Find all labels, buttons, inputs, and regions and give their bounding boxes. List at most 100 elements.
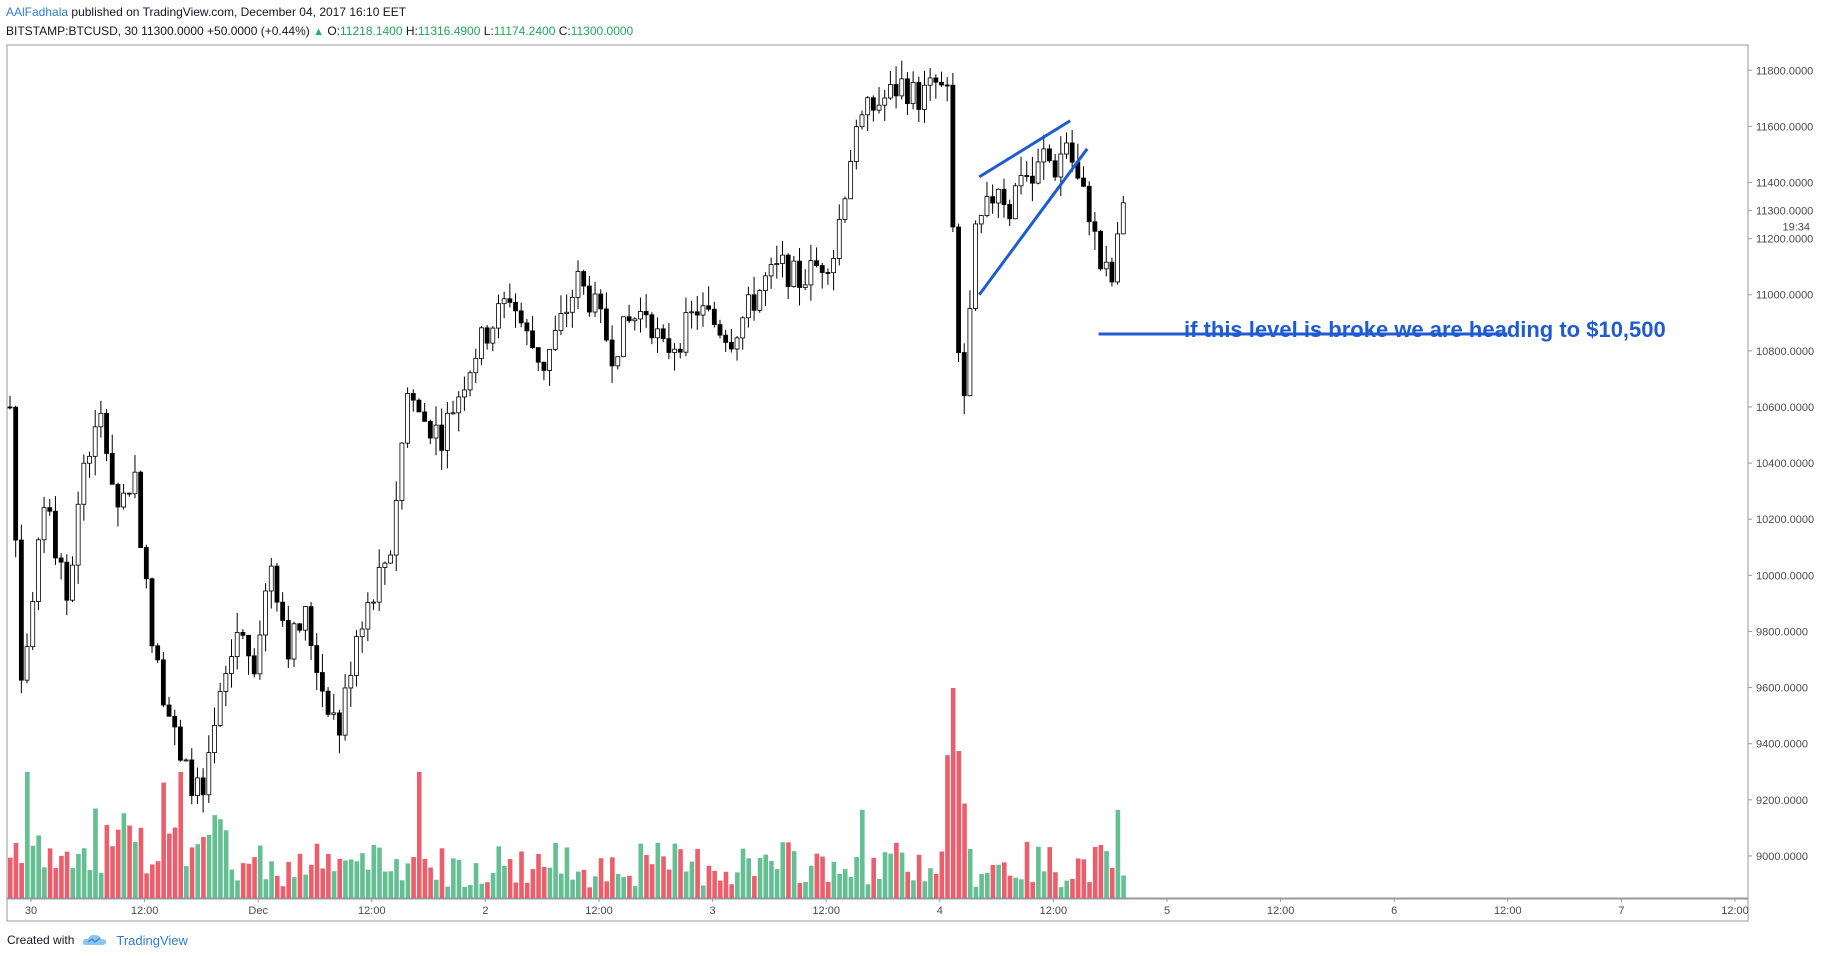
candle-body — [143, 547, 149, 580]
candle — [98, 400, 104, 438]
candle — [944, 77, 950, 102]
candle — [950, 72, 956, 232]
volume-bar — [502, 866, 507, 898]
high-label: H: — [405, 24, 418, 38]
candle-body — [535, 347, 541, 363]
candle-body — [291, 623, 297, 660]
candle — [240, 629, 246, 640]
volume-bar — [104, 824, 110, 898]
candle-body — [41, 507, 47, 541]
volume-bar — [519, 851, 524, 898]
candle — [53, 496, 58, 565]
candle — [427, 419, 433, 445]
candle-body — [1064, 142, 1069, 155]
candle — [882, 89, 888, 121]
volume-bar — [1036, 846, 1041, 898]
volume-bar — [1007, 875, 1013, 898]
volume-bar — [973, 886, 979, 898]
candle-body — [36, 539, 41, 602]
candle — [1012, 183, 1018, 220]
candle-body — [246, 634, 251, 657]
candle-body — [177, 726, 183, 761]
price-axis[interactable]: 11800.0000 11600.0000 11400.0000 11200.0000… — [1748, 65, 1814, 863]
candle-body — [479, 327, 484, 359]
candle-body — [990, 196, 996, 204]
volume-bar — [757, 858, 763, 898]
volume-bar — [888, 853, 893, 898]
time-tick-label: 30 — [25, 905, 37, 917]
volume-bar — [246, 863, 252, 898]
volume-bar — [64, 851, 70, 898]
candle — [126, 492, 132, 497]
candle-body — [212, 725, 217, 754]
volume-bar — [331, 871, 337, 898]
volume-bar — [167, 833, 172, 898]
symbol-label[interactable]: BITSTAMP:BTCUSD, 30 — [6, 24, 138, 38]
candle-body — [1001, 188, 1007, 205]
price-tick-label: 10000.0000 — [1756, 570, 1814, 582]
candle — [598, 289, 604, 324]
candle — [13, 405, 19, 558]
volume-bar — [252, 857, 257, 898]
volume-bar — [360, 853, 365, 898]
candle — [859, 110, 865, 130]
candle — [36, 537, 41, 611]
candle — [853, 119, 859, 170]
candle-body — [768, 264, 774, 277]
candle-body — [575, 271, 581, 298]
drawing-annotations[interactable]: if this level is broke we are heading to… — [978, 119, 1666, 342]
candle — [689, 300, 694, 329]
candle — [422, 402, 428, 422]
candle-body — [365, 602, 371, 630]
volume-bar — [871, 857, 876, 898]
price-tick-label: 10200.0000 — [1756, 514, 1814, 526]
volume-bar — [223, 830, 229, 898]
candle — [927, 68, 933, 101]
volume-bar — [485, 882, 490, 898]
candle — [558, 295, 564, 336]
candle-body — [132, 471, 138, 495]
candle-body — [513, 302, 518, 312]
volume-bar — [547, 867, 553, 898]
tradingview-brand[interactable]: TradingView — [116, 932, 188, 948]
candle — [1007, 199, 1013, 227]
author-link[interactable]: AAlFadhala — [6, 5, 69, 19]
candle-body — [240, 632, 246, 636]
candle — [763, 272, 768, 307]
candle-body — [13, 406, 19, 541]
candle — [166, 696, 172, 717]
candle-body — [683, 312, 689, 353]
volume-bar — [1002, 862, 1007, 898]
volume-bar — [1053, 872, 1058, 898]
candle — [24, 633, 30, 684]
volume-bar — [593, 876, 598, 898]
volume-bar — [371, 844, 377, 898]
low-label: L: — [483, 24, 494, 38]
candle — [143, 544, 149, 589]
volume-bar — [462, 886, 467, 898]
publish-info: published on TradingView.com, December 0… — [71, 5, 407, 19]
candle — [1052, 153, 1058, 181]
candle-body — [342, 687, 348, 736]
candle — [586, 275, 592, 317]
candle — [223, 665, 229, 707]
candle-body — [643, 311, 649, 316]
candle-body — [92, 426, 98, 457]
candle-body — [30, 601, 36, 648]
candle — [274, 562, 280, 612]
candle — [984, 181, 990, 218]
volume-bar — [365, 869, 371, 898]
volume-bar — [678, 849, 683, 898]
volume-bar — [1070, 878, 1075, 898]
candle — [1064, 132, 1069, 159]
time-axis[interactable]: 30 12:00 Dec 12:00 2 12:00 3 12:00 4 12:00 5 12:00 6… — [25, 898, 1749, 917]
candle-body — [922, 84, 927, 110]
candle — [234, 613, 240, 670]
candle-body — [763, 275, 768, 291]
volume-bar — [1075, 858, 1081, 898]
candle-body — [1035, 161, 1041, 184]
candle — [132, 455, 138, 499]
volume-bar — [292, 877, 297, 898]
candle — [541, 361, 547, 381]
